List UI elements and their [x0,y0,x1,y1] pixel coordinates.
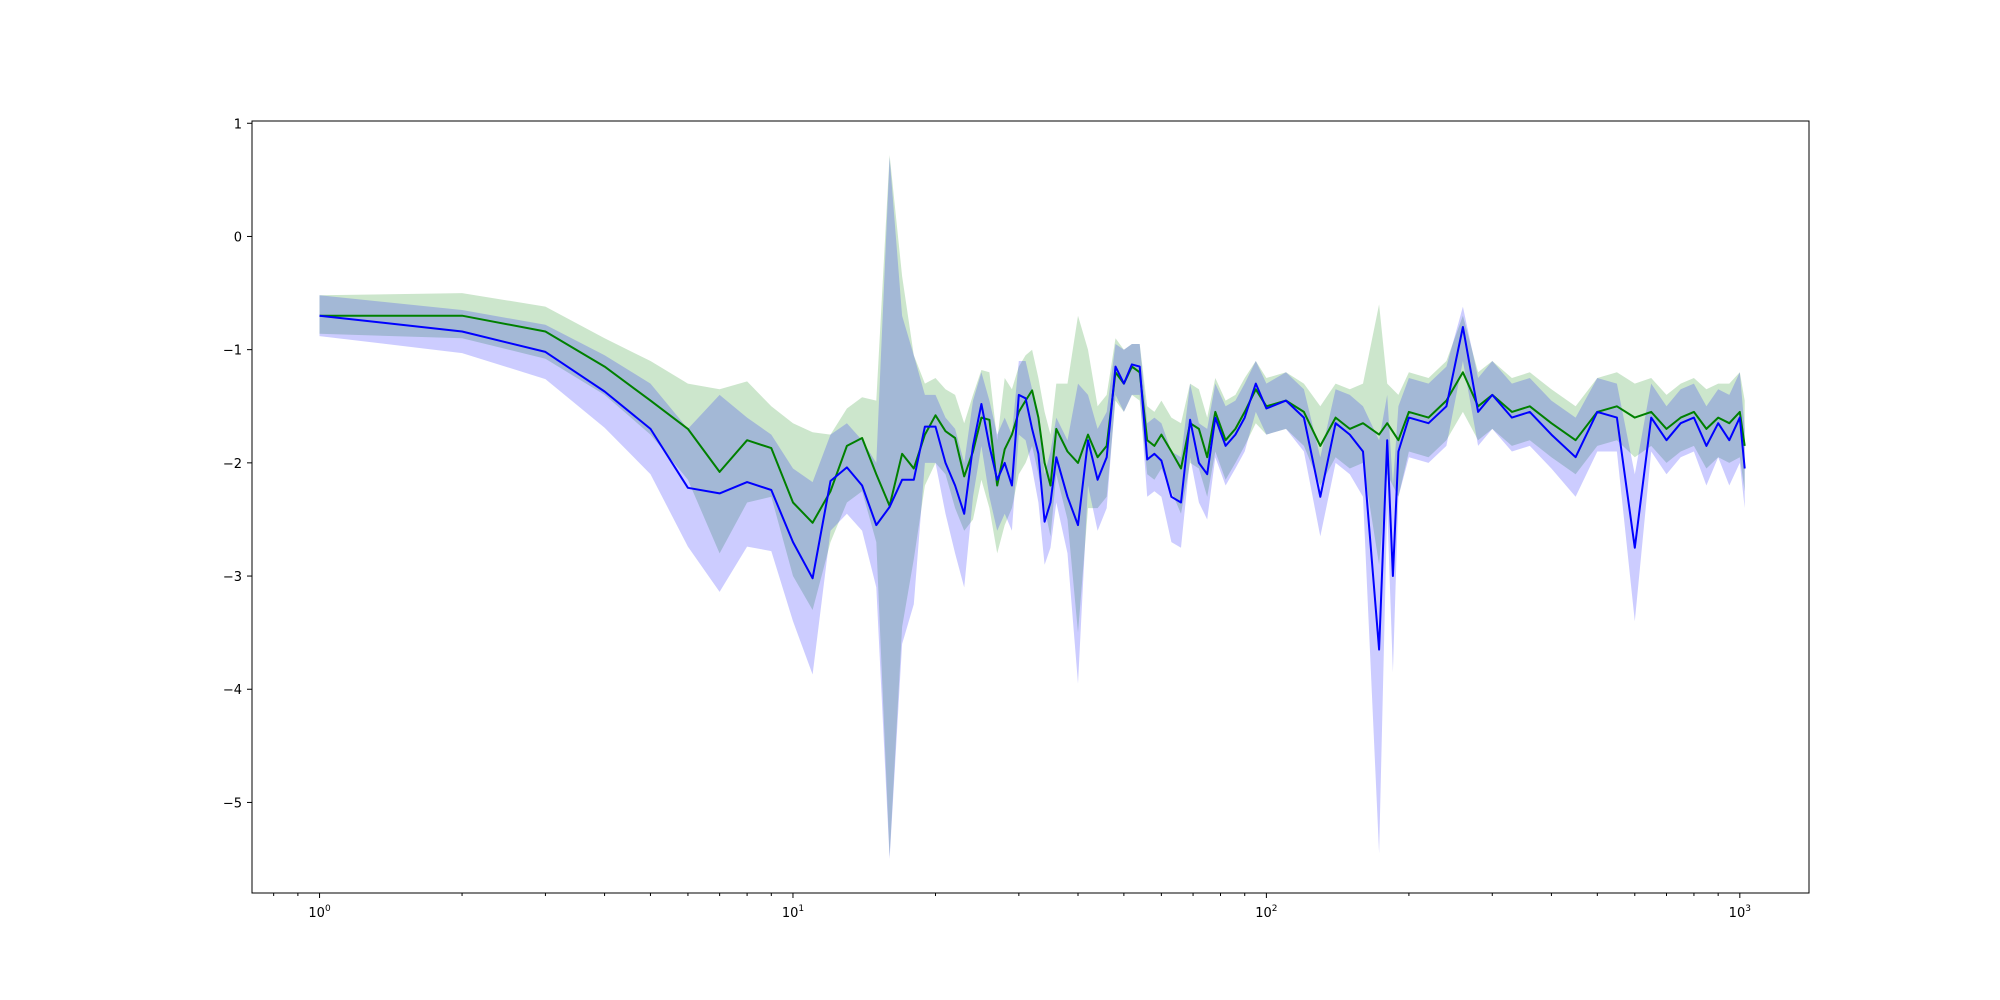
y-axis: 1 0 −1 −2 −3 −4 −5 [223,117,252,811]
series-2-line [319,314,1746,651]
y-tick-label: 0 [234,230,242,245]
y-tick-label: −5 [223,796,242,811]
y-tick-label: −4 [223,683,242,698]
y-tick-label: 1 [234,117,242,132]
axes-frame [251,120,1810,894]
y-tick-label: −1 [223,344,242,359]
y-tick-label: −2 [223,457,242,472]
series-lines [319,314,1746,651]
y-tick-label: −3 [223,570,242,585]
